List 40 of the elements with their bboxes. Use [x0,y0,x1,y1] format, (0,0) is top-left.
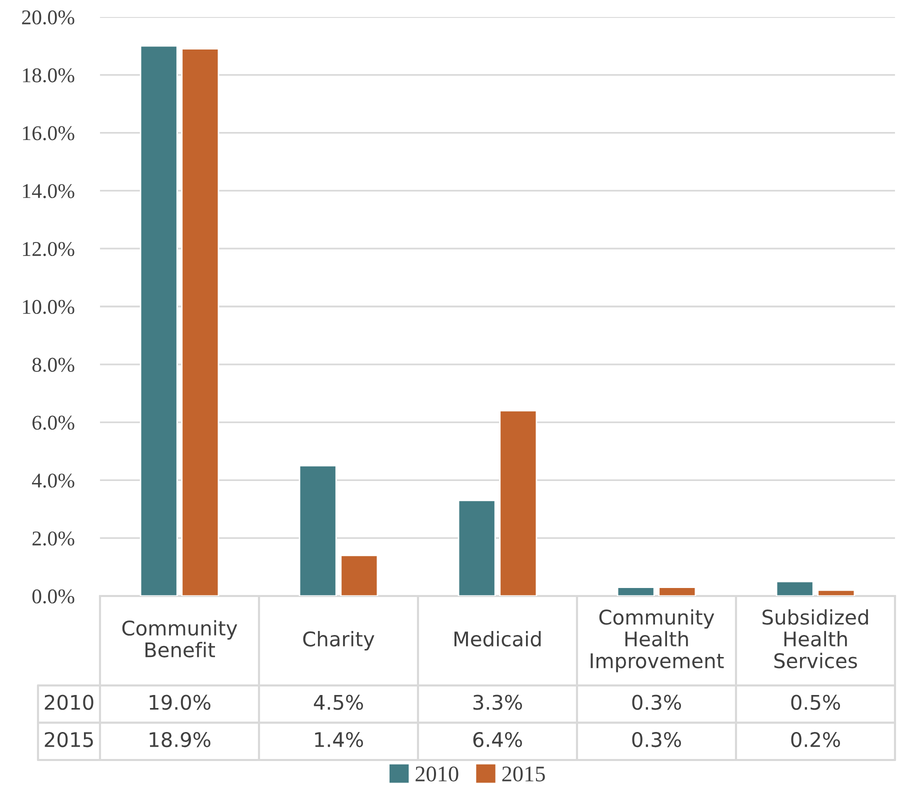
data-label: 0.5% [791,694,840,710]
bar [458,500,496,596]
data-label: 1.4% [315,732,363,748]
y-tick-label: 16.0% [23,126,74,140]
x-tick-label: Charity [303,630,374,650]
y-tick-label: 10.0% [23,300,74,314]
bar [499,410,538,596]
y-tick-label: 20.0% [22,10,74,25]
y-tick-label: 4.0% [32,474,74,488]
y-tick-label: 8.0% [32,358,74,372]
legend-label: 2015 [502,766,545,782]
y-tick-label: 6.0% [32,416,74,430]
x-tick-label: Subsidized Health Services [762,609,868,668]
x-tick-label: Medicaid [454,630,541,647]
data-label: 18.9% [150,732,210,748]
x-tick-label: Community Health Improvement [590,609,724,672]
bar [181,48,220,596]
y-tick-label: 0.0% [32,589,74,604]
bar [776,580,814,596]
y-tick-label: 18.0% [23,68,74,82]
text: 2010 [44,694,94,710]
bar [658,586,696,596]
legend-label: 2010 [416,766,458,782]
data-label: 0.3% [632,732,681,748]
data-label: 6.4% [473,732,522,748]
data-label: 19.0% [150,694,210,710]
text: 2015 [44,732,93,748]
y-tick-label: 12.0% [23,242,74,256]
bar [340,554,378,596]
data-label: 3.3% [473,694,522,710]
x-tick-label: Community Benefit [122,620,238,658]
bar [616,586,655,596]
y-tick-label: 14.0% [23,184,74,198]
bar [817,590,856,596]
y-tick-label: 2.0% [32,531,74,546]
data-label: 0.2% [791,732,840,748]
bar [140,45,178,596]
bar [298,465,337,596]
data-label: 4.5% [314,694,363,710]
data-label: 0.3% [632,694,681,710]
